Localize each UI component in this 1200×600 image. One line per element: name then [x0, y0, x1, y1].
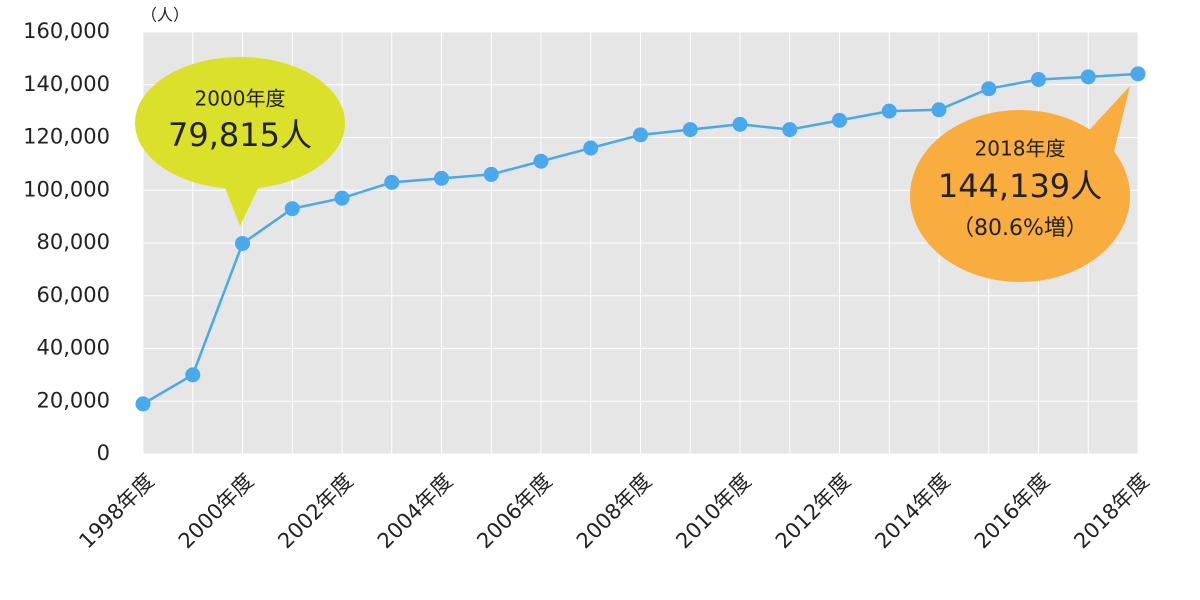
y-tick-label: 80,000: [37, 230, 110, 254]
x-tick-label: 2018年度: [1069, 469, 1153, 553]
y-tick-label: 40,000: [37, 336, 110, 360]
point: [483, 166, 499, 182]
callout-bubble: [135, 57, 345, 189]
point: [135, 396, 151, 412]
point: [334, 190, 350, 206]
point: [1080, 69, 1096, 85]
callout-2018: 2018年度 144,139人 （80.6%増）: [910, 86, 1130, 282]
callout-year: 2000年度: [195, 87, 286, 111]
x-tick-label: 2004年度: [373, 469, 457, 553]
point: [583, 140, 599, 156]
x-tick-label: 1998年度: [74, 469, 158, 553]
y-tick-label: 60,000: [37, 283, 110, 307]
callout-value: 79,815人: [168, 116, 312, 154]
point: [832, 112, 847, 128]
y-tick-label: 20,000: [37, 388, 110, 412]
y-tick-label: 0: [97, 441, 110, 465]
y-unit: （人）: [141, 6, 189, 25]
x-tick-label: 2010年度: [671, 469, 755, 553]
point: [284, 201, 300, 217]
x-tick-label: 2006年度: [472, 469, 556, 553]
point: [633, 127, 648, 143]
point: [1130, 66, 1146, 82]
x-tick-label: 2002年度: [273, 469, 357, 553]
y-tick-label: 120,000: [23, 125, 110, 149]
x-tick-label: 2008年度: [572, 469, 656, 553]
marks: [135, 66, 1146, 412]
callout-tail: [222, 180, 262, 226]
y-tick-label: 160,000: [23, 19, 110, 43]
callout-year: 2018年度: [975, 137, 1066, 161]
callout-value: 144,139人: [938, 167, 1102, 205]
point: [682, 122, 698, 138]
callout-bubble: [910, 110, 1130, 282]
point: [384, 174, 400, 190]
point: [981, 81, 997, 97]
callout-2000: 2000年度 79,815人: [135, 57, 345, 226]
point: [881, 103, 897, 119]
point: [732, 116, 748, 132]
y-tick-label: 140,000: [23, 72, 110, 96]
x-tick-label: 2012年度: [771, 469, 855, 553]
callout-note: （80.6%増）: [952, 216, 1088, 241]
point: [931, 102, 947, 118]
y-tick-label: 100,000: [23, 177, 110, 201]
point: [434, 170, 449, 186]
point: [185, 367, 201, 383]
x-tick-label: 2016年度: [970, 469, 1054, 553]
point: [1031, 71, 1046, 87]
point: [533, 153, 549, 169]
point: [782, 122, 798, 138]
point: [235, 235, 250, 251]
x-tick-label: 2014年度: [870, 469, 954, 553]
x-tick-label: 2000年度: [174, 469, 258, 553]
